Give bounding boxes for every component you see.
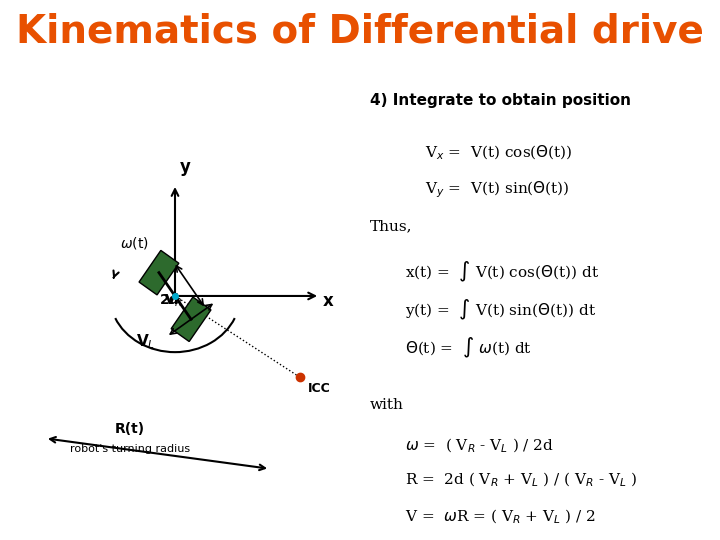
Text: robot's turning radius: robot's turning radius	[70, 443, 190, 454]
Text: Thus,: Thus,	[370, 220, 413, 234]
Text: $\omega$ =  ( V$_R$ - V$_L$ ) / 2d: $\omega$ = ( V$_R$ - V$_L$ ) / 2d	[405, 436, 554, 455]
Text: V$_y$ =  V(t) sin($\Theta$(t)): V$_y$ = V(t) sin($\Theta$(t))	[425, 179, 570, 200]
Text: y(t) =  $\int$ V(t) sin($\Theta$(t)) dt: y(t) = $\int$ V(t) sin($\Theta$(t)) dt	[405, 298, 596, 322]
Text: 2d: 2d	[160, 293, 179, 307]
Polygon shape	[139, 251, 179, 295]
Text: V$_x$ =  V(t) cos($\Theta$(t)): V$_x$ = V(t) cos($\Theta$(t))	[425, 144, 572, 162]
Text: R(t): R(t)	[115, 422, 145, 436]
Polygon shape	[171, 297, 211, 341]
Text: $\omega$(t): $\omega$(t)	[120, 235, 148, 251]
Text: x: x	[323, 292, 334, 310]
Text: $\Theta$(t) =  $\int$ $\omega$(t) dt: $\Theta$(t) = $\int$ $\omega$(t) dt	[405, 336, 532, 360]
Text: 4) Integrate to obtain position: 4) Integrate to obtain position	[370, 92, 631, 107]
Text: V$_L$: V$_L$	[137, 333, 156, 351]
Text: V =  $\omega$R = ( V$_R$ + V$_L$ ) / 2: V = $\omega$R = ( V$_R$ + V$_L$ ) / 2	[405, 508, 596, 526]
Text: with: with	[370, 397, 404, 411]
Text: y: y	[180, 158, 191, 176]
Text: Kinematics of Differential drive: Kinematics of Differential drive	[16, 12, 704, 50]
Text: ICC: ICC	[308, 382, 330, 395]
Text: x(t) =  $\int$ V(t) cos($\Theta$(t)) dt: x(t) = $\int$ V(t) cos($\Theta$(t)) dt	[405, 260, 599, 285]
Text: R =  2d ( V$_R$ + V$_L$ ) / ( V$_R$ - V$_L$ ): R = 2d ( V$_R$ + V$_L$ ) / ( V$_R$ - V$_…	[405, 471, 637, 489]
Text: V$_R$: V$_R$	[164, 293, 183, 309]
